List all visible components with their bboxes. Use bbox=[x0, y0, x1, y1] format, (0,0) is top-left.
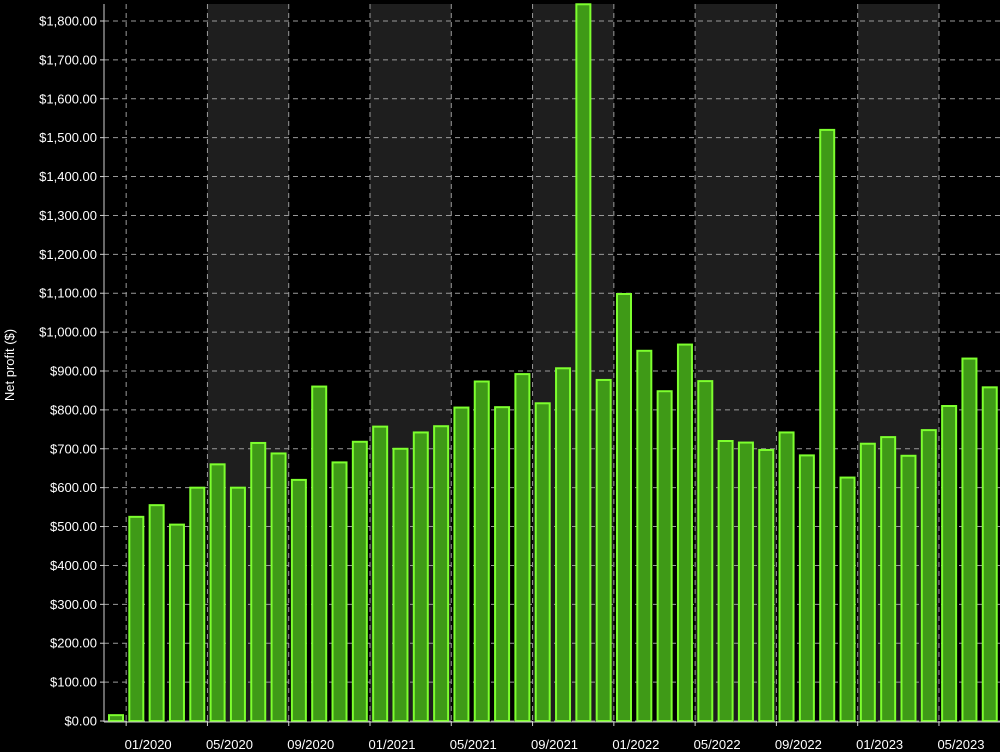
bar: 12/2020 bbox=[351, 440, 368, 722]
y-tick-label: $1,500.00 bbox=[39, 130, 97, 145]
y-tick-label: $400.00 bbox=[50, 558, 97, 573]
bar: 07/2021 bbox=[494, 406, 511, 722]
bar: 04/2023 bbox=[920, 429, 937, 722]
y-tick-label: $1,600.00 bbox=[39, 91, 97, 106]
x-tick-label: 05/2022 bbox=[694, 737, 741, 752]
bar: 11/2020 bbox=[331, 461, 348, 722]
x-axis-tick-labels: 01/2020 05/2020 09/2020 01/2021 05/2021 09/20… bbox=[125, 737, 985, 752]
bar: 02/2020 bbox=[148, 504, 165, 722]
bar: 03/2020 bbox=[168, 523, 185, 722]
bar: 12/2019 bbox=[108, 714, 124, 723]
x-tick-label: 01/2021 bbox=[369, 737, 416, 752]
y-tick-label: $600.00 bbox=[50, 480, 97, 495]
bar: 03/2023 bbox=[900, 454, 917, 722]
bar: 03/2022 bbox=[656, 390, 673, 722]
bar: 01/2021 bbox=[372, 425, 389, 722]
y-tick-label: $1,400.00 bbox=[39, 169, 97, 184]
y-tick-label: $200.00 bbox=[50, 636, 97, 651]
bar: 04/2020 bbox=[189, 486, 206, 722]
bar: 06/2023 bbox=[961, 357, 978, 722]
y-tick-label: $1,000.00 bbox=[39, 325, 97, 340]
bar: 11/2022 bbox=[819, 128, 836, 722]
bar: 08/2022 bbox=[758, 448, 775, 722]
y-axis-tick-labels: $0.00 $100.00 $200.00 $300.00 $400.00 $500.00… bbox=[39, 14, 97, 729]
bar: 09/2020 bbox=[290, 478, 307, 722]
x-tick-label: 01/2022 bbox=[612, 737, 659, 752]
bar: 02/2023 bbox=[880, 436, 897, 722]
y-tick-label: $100.00 bbox=[50, 675, 97, 690]
bar: 01/2022 bbox=[616, 293, 632, 722]
gridlines bbox=[100, 4, 1000, 726]
y-tick-label: $1,200.00 bbox=[39, 247, 97, 262]
bar: 08/2021 bbox=[514, 373, 531, 722]
bar: 07/2020 bbox=[250, 441, 267, 722]
x-tick-label: 09/2021 bbox=[531, 737, 578, 752]
y-tick-label: $700.00 bbox=[50, 441, 97, 456]
bar: 05/2022 bbox=[697, 380, 714, 722]
bar: 10/2021 bbox=[555, 367, 572, 722]
bar: 06/2021 bbox=[473, 380, 490, 722]
bar: 05/2021 bbox=[453, 406, 470, 722]
bars: 12/201901/202002/202003/202004/202005/20… bbox=[108, 3, 998, 723]
x-tick-label: 05/2021 bbox=[450, 737, 497, 752]
y-tick-label: $300.00 bbox=[50, 597, 97, 612]
y-tick-label: $1,700.00 bbox=[39, 52, 97, 67]
bar: 06/2022 bbox=[717, 440, 734, 722]
bar: 07/2022 bbox=[737, 441, 754, 722]
y-tick-label: $1,800.00 bbox=[39, 14, 97, 29]
y-tick-label: $800.00 bbox=[50, 402, 97, 417]
bar: 10/2022 bbox=[798, 454, 815, 722]
bar: 06/2020 bbox=[229, 486, 246, 722]
bar: 10/2020 bbox=[311, 385, 328, 722]
x-tick-label: 09/2020 bbox=[287, 737, 334, 752]
bar: 05/2023 bbox=[941, 405, 958, 722]
x-tick-label: 01/2020 bbox=[125, 737, 172, 752]
y-tick-label: $500.00 bbox=[50, 519, 97, 534]
bar: 04/2021 bbox=[433, 425, 450, 722]
bar: 09/2022 bbox=[778, 431, 795, 722]
bar: 01/2020 bbox=[128, 515, 145, 722]
x-tick-label: 05/2023 bbox=[937, 737, 984, 752]
y-tick-label: $0.00 bbox=[64, 714, 97, 729]
y-axis-title: Net profit ($) bbox=[2, 329, 17, 401]
x-tick-label: 05/2020 bbox=[206, 737, 253, 752]
x-tick-label: 01/2023 bbox=[856, 737, 903, 752]
bar: 02/2021 bbox=[392, 447, 409, 722]
bar: 12/2021 bbox=[595, 378, 612, 722]
bar: 02/2022 bbox=[636, 349, 653, 722]
axes bbox=[103, 4, 1000, 723]
bar: 03/2021 bbox=[412, 431, 429, 722]
y-tick-label: $1,300.00 bbox=[39, 208, 97, 223]
y-tick-label: $900.00 bbox=[50, 364, 97, 379]
bar: 09/2021 bbox=[534, 402, 551, 722]
bar: 04/2022 bbox=[676, 343, 693, 722]
x-tick-label: 09/2022 bbox=[775, 737, 822, 752]
bar: 12/2022 bbox=[839, 476, 856, 722]
bar: 11/2021 bbox=[575, 3, 592, 723]
bar: 01/2023 bbox=[859, 442, 876, 722]
bar: 05/2020 bbox=[209, 463, 226, 722]
bar: 08/2020 bbox=[270, 452, 287, 722]
y-tick-label: $1,100.00 bbox=[39, 286, 97, 301]
bar: 07/2023 bbox=[981, 386, 998, 722]
